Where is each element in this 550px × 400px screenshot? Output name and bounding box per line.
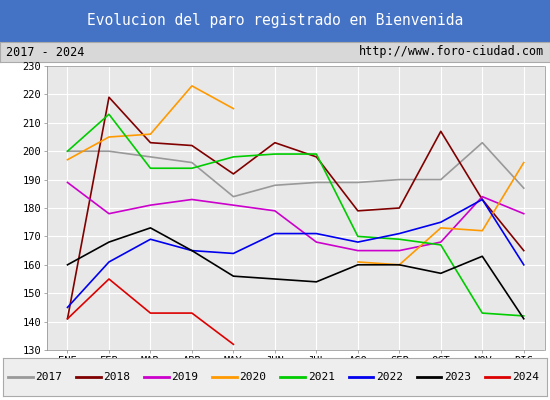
- Text: 2018: 2018: [103, 372, 130, 382]
- Text: 2017 - 2024: 2017 - 2024: [6, 46, 84, 58]
- Text: 2020: 2020: [240, 372, 267, 382]
- Text: 2022: 2022: [376, 372, 403, 382]
- Text: Evolucion del paro registrado en Bienvenida: Evolucion del paro registrado en Bienven…: [87, 14, 463, 28]
- Text: http://www.foro-ciudad.com: http://www.foro-ciudad.com: [359, 46, 544, 58]
- Text: 2021: 2021: [307, 372, 334, 382]
- Text: 2023: 2023: [444, 372, 471, 382]
- Text: 2017: 2017: [35, 372, 62, 382]
- Text: 2024: 2024: [512, 372, 539, 382]
- Text: 2019: 2019: [172, 372, 199, 382]
